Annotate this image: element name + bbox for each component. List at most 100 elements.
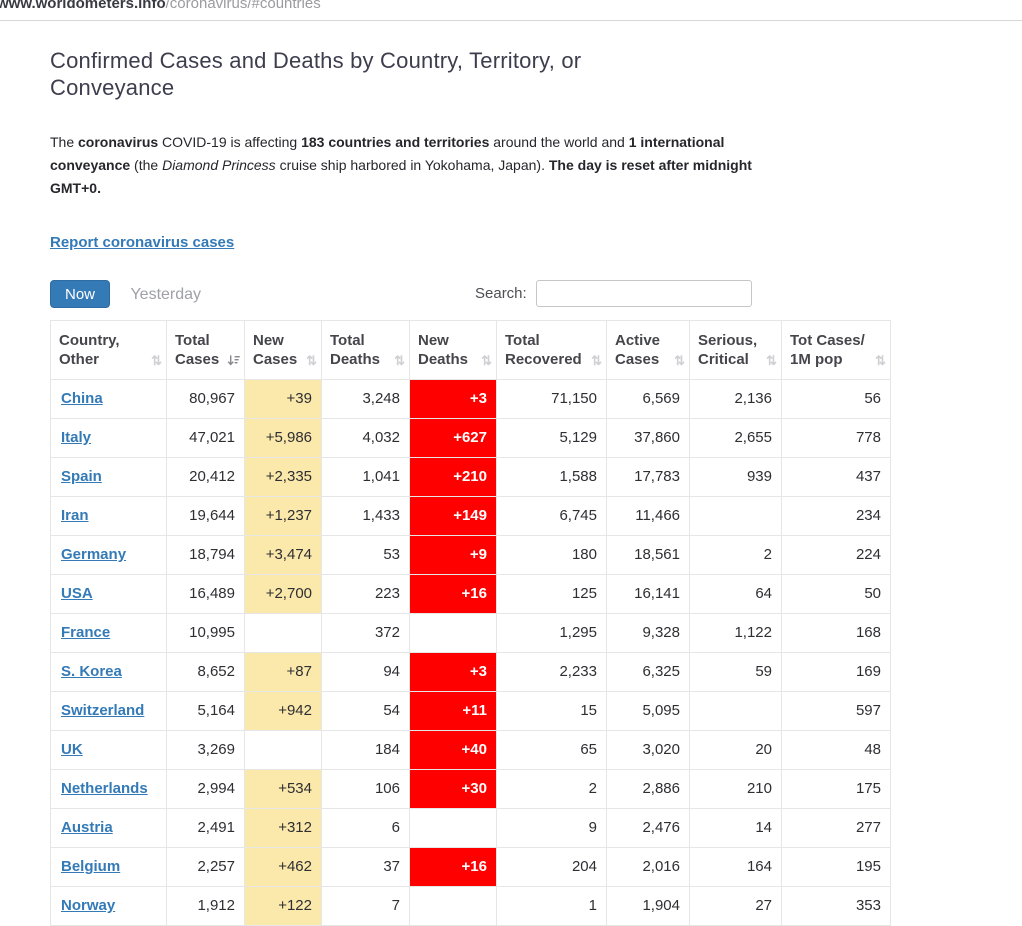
country-link[interactable]: Switzerland: [61, 702, 145, 719]
table-row: S. Korea 8,652 +87 94 +3 2,233 6,325 59 169: [50, 652, 891, 692]
table-row: Italy 47,021 +5,986 4,032 +627 5,129 37,860 2,6…: [50, 418, 891, 458]
cell-active-cases: 2,016: [606, 847, 690, 887]
column-header-country-other[interactable]: Country, Other ⇅: [50, 320, 167, 380]
column-header-new-cases[interactable]: New Cases ⇅: [244, 320, 322, 380]
cell-active-cases: 2,476: [606, 808, 690, 848]
report-cases-link[interactable]: Report coronavirus cases: [50, 234, 235, 251]
column-header-new-deaths[interactable]: New Deaths ⇅: [409, 320, 497, 380]
cell-country: Norway: [50, 886, 167, 926]
cell-new-deaths: [409, 808, 497, 848]
cell-active-cases: 11,466: [606, 496, 690, 536]
country-link[interactable]: S. Korea: [61, 663, 122, 680]
table-row: USA 16,489 +2,700 223 +16 125 16,141 64 50: [50, 574, 891, 614]
cell-serious-critical: [689, 691, 782, 731]
cell-new-cases: +2,700: [244, 574, 322, 614]
sort-both-icon: ⇅: [394, 353, 405, 368]
cell-total-cases: 2,994: [166, 769, 245, 809]
table-header: Country, Other ⇅ Total Cases New Cases ⇅…: [50, 320, 891, 380]
country-link[interactable]: Netherlands: [61, 780, 148, 797]
cell-tot-cases-1m: 48: [781, 730, 891, 770]
yesterday-tab-button[interactable]: Yesterday: [124, 281, 207, 309]
cell-total-recovered: 1,588: [496, 457, 607, 497]
cell-new-cases: +462: [244, 847, 322, 887]
cell-active-cases: 37,860: [606, 418, 690, 458]
column-header-tot-cases-1m-pop[interactable]: Tot Cases/ 1M pop ⇅: [781, 320, 891, 380]
cell-active-cases: 18,561: [606, 535, 690, 575]
cell-total-cases: 19,644: [166, 496, 245, 536]
search-input[interactable]: [535, 280, 752, 307]
country-link[interactable]: Spain: [61, 468, 102, 485]
sort-both-icon: ⇅: [766, 353, 777, 368]
country-link[interactable]: Italy: [61, 429, 92, 446]
cell-country: Switzerland: [50, 691, 167, 731]
cell-total-recovered: 125: [496, 574, 607, 614]
cell-total-recovered: 2: [496, 769, 607, 809]
cell-tot-cases-1m: 195: [781, 847, 891, 887]
column-header-total-cases[interactable]: Total Cases: [166, 320, 245, 380]
country-link[interactable]: France: [61, 624, 111, 641]
search-group: Search:: [475, 280, 752, 307]
country-link[interactable]: China: [61, 390, 103, 407]
cell-tot-cases-1m: 224: [781, 535, 891, 575]
country-link[interactable]: UK: [61, 741, 83, 758]
cell-new-cases: +2,335: [244, 457, 322, 497]
cell-active-cases: 5,095: [606, 691, 690, 731]
cell-serious-critical: 2: [689, 535, 782, 575]
cell-total-cases: 16,489: [166, 574, 245, 614]
cell-tot-cases-1m: 175: [781, 769, 891, 809]
cell-total-recovered: 5,129: [496, 418, 607, 458]
table-row: Netherlands 2,994 +534 106 +30 2 2,886 210 175: [50, 769, 891, 809]
cell-serious-critical: 27: [689, 886, 782, 926]
cell-country: Netherlands: [50, 769, 167, 809]
country-link[interactable]: Belgium: [61, 858, 121, 875]
cell-new-deaths: +149: [409, 496, 497, 536]
cell-country: France: [50, 613, 167, 653]
country-link[interactable]: Austria: [61, 819, 113, 836]
now-tab-button[interactable]: Now: [50, 280, 111, 308]
cell-total-cases: 80,967: [166, 379, 245, 419]
cell-tot-cases-1m: 169: [781, 652, 891, 692]
column-header-serious-critical[interactable]: Serious, Critical ⇅: [689, 320, 782, 380]
cell-tot-cases-1m: 168: [781, 613, 891, 653]
cell-tot-cases-1m: 56: [781, 379, 891, 419]
cell-new-deaths: +627: [409, 418, 497, 458]
cell-tot-cases-1m: 234: [781, 496, 891, 536]
cell-total-deaths: 53: [321, 535, 410, 575]
table-row: Germany 18,794 +3,474 53 +9 180 18,561 2 224: [50, 535, 891, 575]
cell-serious-critical: 164: [689, 847, 782, 887]
column-header-total-deaths[interactable]: Total Deaths ⇅: [321, 320, 410, 380]
main-content: Confirmed Cases and Deaths by Country, T…: [50, 47, 891, 926]
cell-new-cases: +534: [244, 769, 322, 809]
table-row: Austria 2,491 +312 6 9 2,476 14 277: [50, 808, 891, 848]
cell-total-deaths: 106: [321, 769, 410, 809]
country-link[interactable]: Germany: [61, 546, 127, 563]
cell-country: Germany: [50, 535, 167, 575]
cell-total-deaths: 6: [321, 808, 410, 848]
cell-total-cases: 2,491: [166, 808, 245, 848]
cell-total-cases: 8,652: [166, 652, 245, 692]
cell-total-deaths: 184: [321, 730, 410, 770]
cell-active-cases: 2,886: [606, 769, 690, 809]
country-link[interactable]: Iran: [61, 507, 89, 524]
cell-country: Belgium: [50, 847, 167, 887]
column-header-active-cases[interactable]: Active Cases ⇅: [606, 320, 690, 380]
cell-total-deaths: 4,032: [321, 418, 410, 458]
cell-total-cases: 10,995: [166, 613, 245, 653]
table-controls: Now Yesterday Search:: [50, 280, 890, 308]
cell-active-cases: 17,783: [606, 457, 690, 497]
cell-new-deaths: +3: [409, 379, 497, 419]
sort-both-icon: ⇅: [674, 353, 685, 368]
country-link[interactable]: USA: [61, 585, 93, 602]
browser-url-bar[interactable]: www.worldometers.info/coronavirus/#count…: [0, 0, 1022, 21]
search-label: Search:: [475, 285, 527, 302]
cell-total-cases: 1,912: [166, 886, 245, 926]
cell-total-recovered: 9: [496, 808, 607, 848]
table-row: France 10,995 372 1,295 9,328 1,122 168: [50, 613, 891, 653]
column-header-total-recovered[interactable]: Total Recovered ⇅: [496, 320, 607, 380]
cell-tot-cases-1m: 277: [781, 808, 891, 848]
country-link[interactable]: Norway: [61, 897, 116, 914]
cell-serious-critical: [689, 496, 782, 536]
cell-new-deaths: [409, 886, 497, 926]
cell-new-deaths: +3: [409, 652, 497, 692]
cell-serious-critical: 210: [689, 769, 782, 809]
